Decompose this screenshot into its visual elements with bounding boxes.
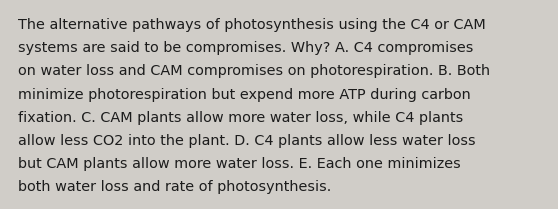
Text: allow less CO2 into the plant. D. C4 plants allow less water loss: allow less CO2 into the plant. D. C4 pla… (18, 134, 475, 148)
Text: on water loss and CAM compromises on photorespiration. B. Both: on water loss and CAM compromises on pho… (18, 64, 490, 78)
Text: fixation. C. CAM plants allow more water loss, while C4 plants: fixation. C. CAM plants allow more water… (18, 111, 463, 125)
Text: systems are said to be compromises. Why? A. C4 compromises: systems are said to be compromises. Why?… (18, 41, 473, 55)
Text: both water loss and rate of photosynthesis.: both water loss and rate of photosynthes… (18, 180, 331, 194)
Text: minimize photorespiration but expend more ATP during carbon: minimize photorespiration but expend mor… (18, 88, 471, 102)
Text: The alternative pathways of photosynthesis using the C4 or CAM: The alternative pathways of photosynthes… (18, 18, 486, 32)
Text: but CAM plants allow more water loss. E. Each one minimizes: but CAM plants allow more water loss. E.… (18, 157, 461, 171)
